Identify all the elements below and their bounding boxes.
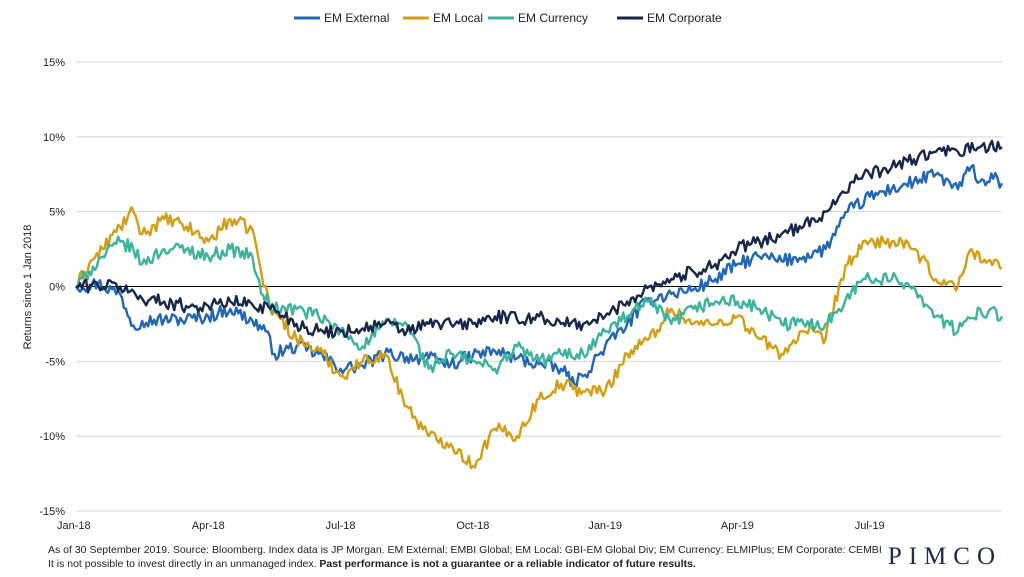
y-tick-label: -5% [45, 356, 65, 368]
legend-label: EM Corporate [647, 11, 722, 25]
series-line-em-local [75, 205, 1003, 470]
source-footnote: As of 30 September 2019. Source: Bloombe… [48, 544, 882, 556]
x-tick-label: Jul-19 [855, 520, 885, 532]
pimco-logo: PIMCO [887, 543, 1002, 570]
legend-label: EM Currency [518, 11, 588, 25]
x-tick-label: Jan-18 [57, 520, 91, 532]
x-tick-label: Apr-19 [721, 520, 754, 532]
y-tick-label: 5% [49, 207, 65, 219]
y-tick-label: 15% [43, 57, 65, 69]
y-tick-label: -15% [39, 506, 65, 518]
series-line-em-currency [75, 235, 1004, 375]
disclaimer-text: It is not possible to invest directly in… [48, 558, 320, 570]
x-tick-label: Jul-18 [326, 520, 356, 532]
x-tick-label: Apr-18 [192, 520, 225, 532]
y-axis-ticks: 15% 10% 5% 0% -5% -10% -15% [39, 57, 65, 518]
y-tick-label: -10% [39, 431, 65, 443]
x-axis-ticks: Jan-18 Apr-18 Jul-18 Oct-18 Jan-19 Apr-19 Jul-… [57, 520, 885, 532]
y-axis-label: Returns since 1 Jan 2018 [22, 225, 34, 350]
y-tick-label: 0% [49, 282, 65, 294]
source-text: As of 30 September 2019. Source: Bloombe… [48, 544, 882, 556]
disclaimer-bold-text: Past performance is not a guarantee or a… [319, 558, 696, 570]
grid-lines [76, 61, 1002, 512]
legend-label: EM Local [433, 11, 483, 25]
series-line-em-corporate [75, 139, 1003, 339]
series-lines [75, 139, 1004, 470]
x-tick-label: Jan-19 [588, 520, 622, 532]
x-tick-label: Oct-18 [456, 520, 489, 532]
disclaimer-footnote: It is not possible to invest directly in… [48, 558, 696, 570]
legend-label: EM External [324, 11, 389, 25]
legend: EM External EM Local EM Currency EM Corpora… [294, 11, 722, 25]
series-line-em-external [75, 163, 1004, 388]
y-tick-label: 10% [43, 132, 65, 144]
